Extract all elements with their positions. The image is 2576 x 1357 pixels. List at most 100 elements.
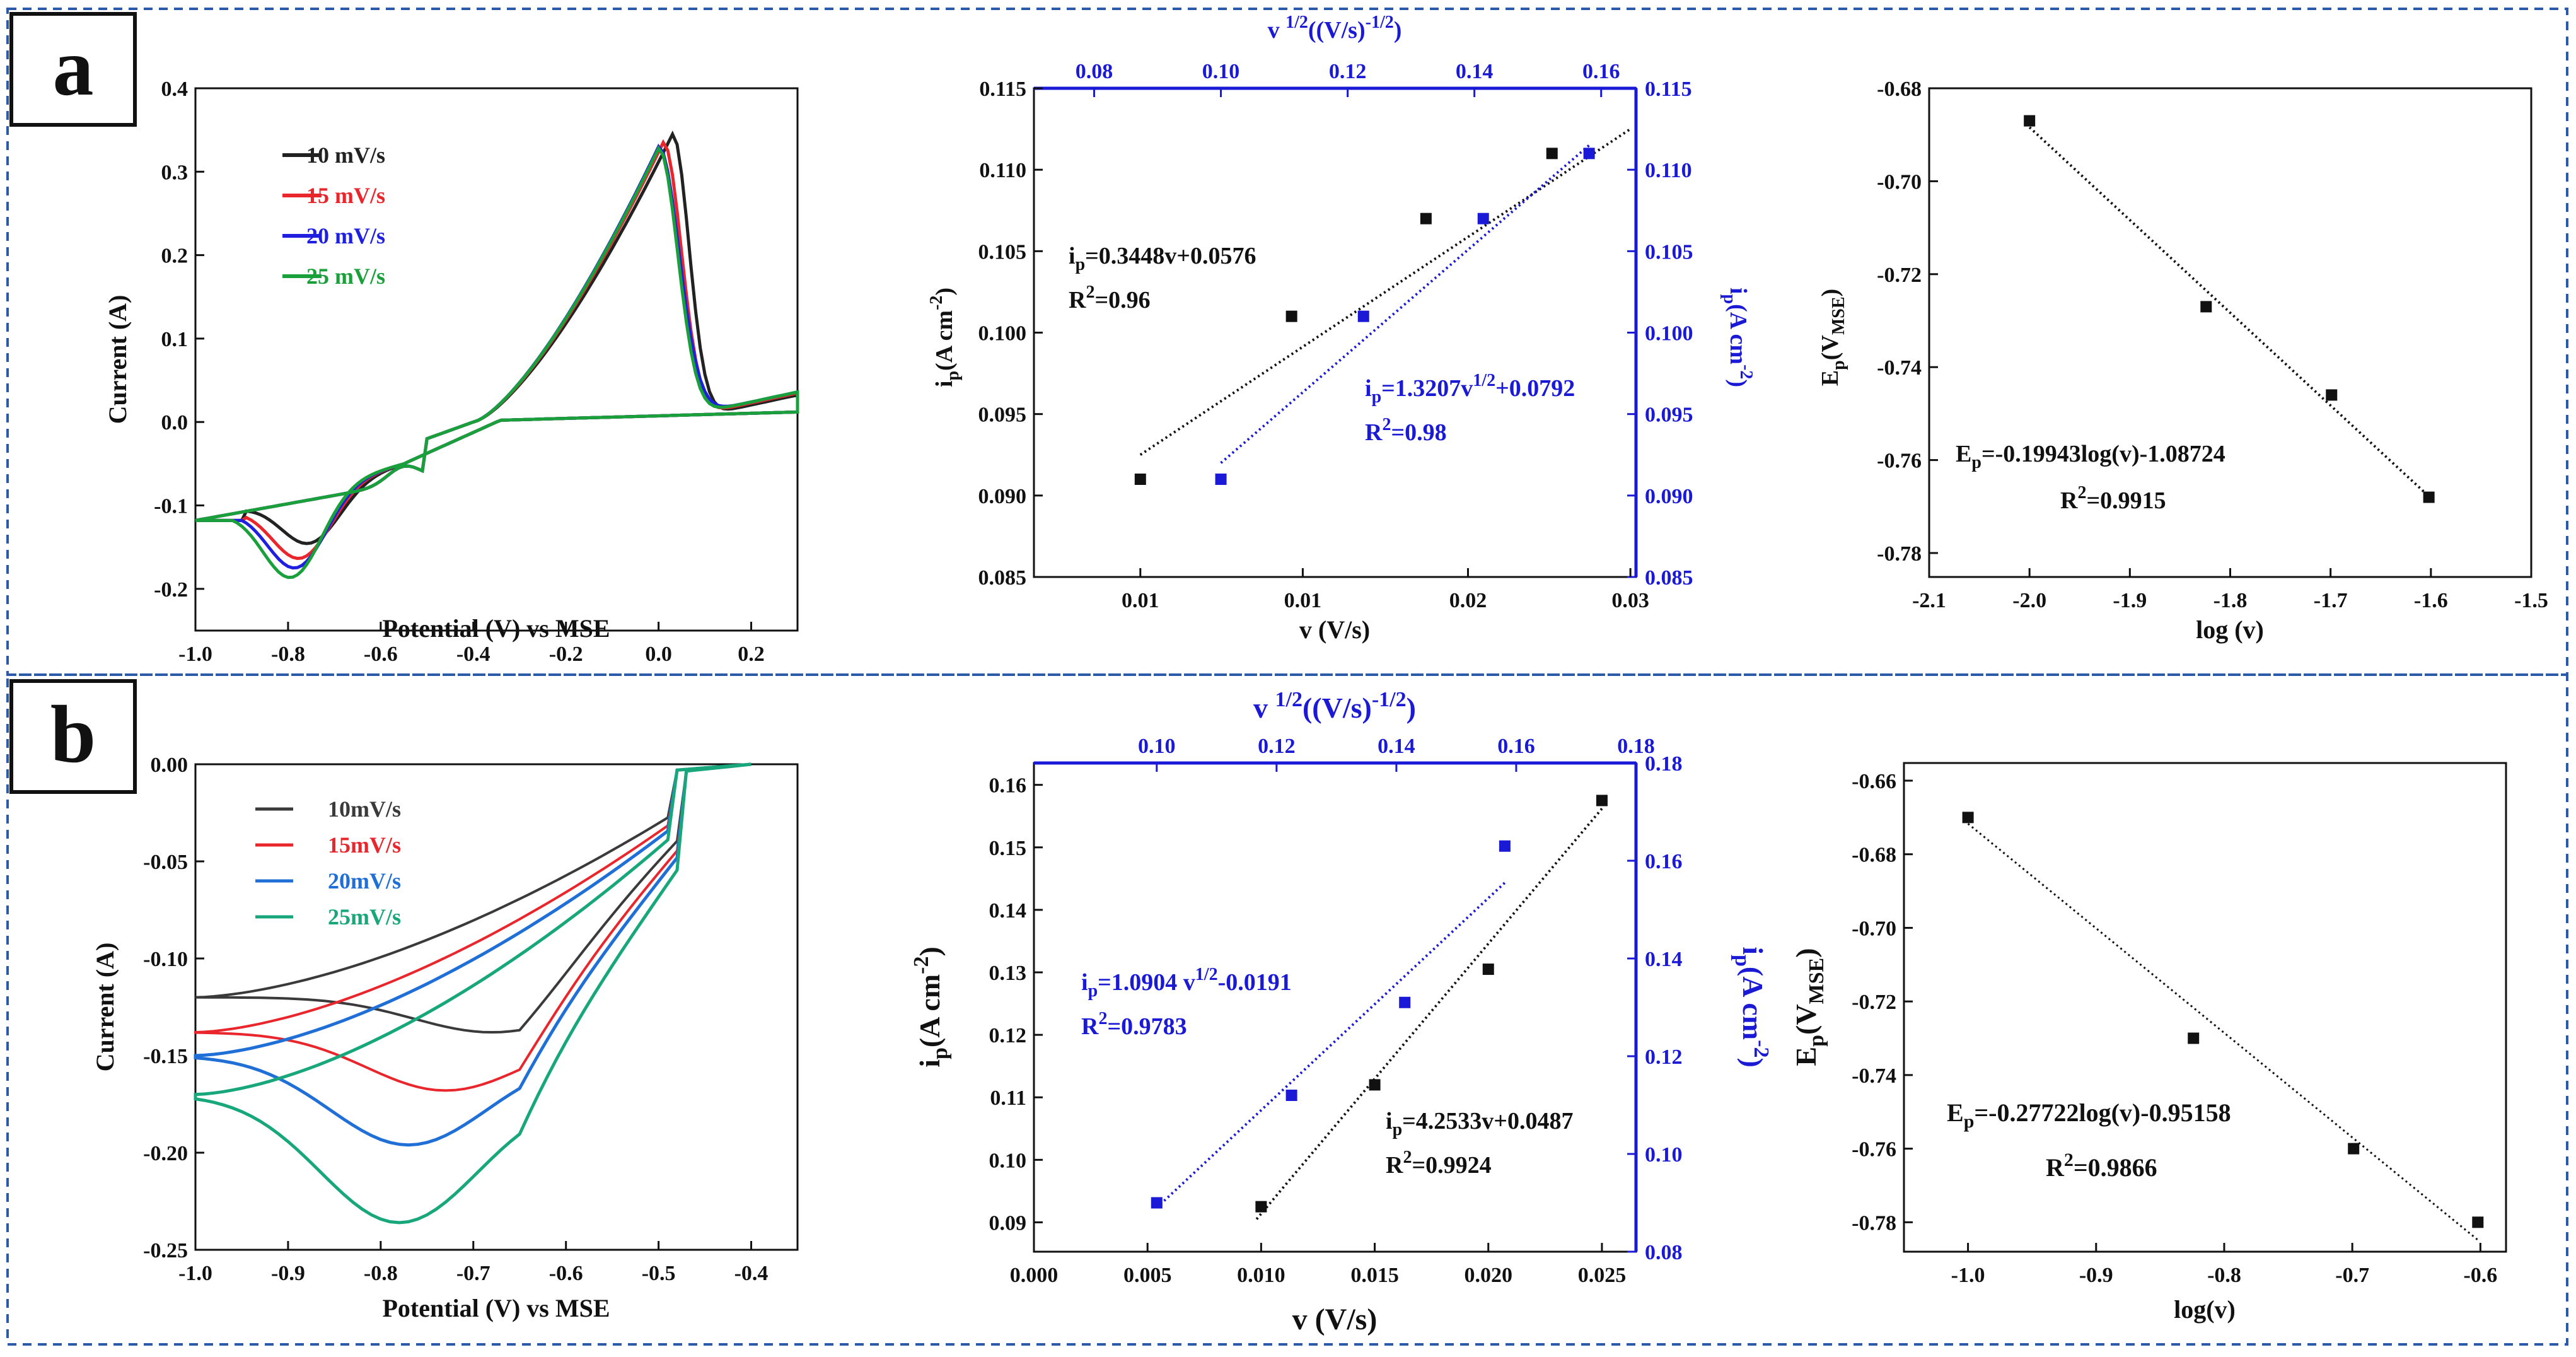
x-tick-label: -0.6	[2463, 1264, 2497, 1287]
data-point	[1477, 213, 1489, 224]
y-axis-title: Current (A)	[91, 943, 119, 1072]
x-tick-label: 0.2	[738, 643, 765, 666]
x-tick-label: 0.005	[1123, 1264, 1172, 1287]
fit-r2-blue: R2=0.9783	[1081, 1009, 1187, 1040]
x-tick-label: 0.01	[1122, 589, 1159, 612]
fit-equation-black: ip=4.2533v+0.0487	[1386, 1108, 1573, 1139]
x-tick-label: 0.000	[1010, 1264, 1059, 1287]
right-y-tick-label: 0.10	[1645, 1143, 1683, 1167]
data-point	[1546, 148, 1558, 160]
y-axis-title: Ep(VMSE)	[1790, 948, 1828, 1066]
chart-b-cv: -1.0 -0.9 -0.8 -0.7 -0.6 -0.5 -0.4 -0.25 -0.20 -0…	[91, 754, 799, 1322]
y-tick-label: -0.2	[154, 578, 188, 602]
right-y-tick-label: 0.100	[1645, 322, 1693, 346]
fit-r2-blue: R2=0.98	[1365, 415, 1447, 446]
data-point	[1583, 148, 1595, 160]
x-tick-label: 0.0	[645, 643, 672, 666]
data-point	[1482, 964, 1494, 976]
legend-label: 15 mV/s	[306, 183, 385, 208]
y-tick-label: 0.12	[989, 1024, 1027, 1047]
series-15mVs	[194, 763, 751, 1092]
top-x-axis-title: v 1/2((V/s)-1/2)	[1268, 13, 1402, 44]
right-y-axis-title: ip(A cm-2)	[1720, 288, 1756, 387]
x-tick-label: -0.6	[549, 1262, 583, 1285]
series-15mVs	[195, 139, 799, 561]
x-tick-label: -0.8	[364, 1262, 398, 1285]
x-axis-title: log(v)	[2174, 1295, 2236, 1324]
x-tick-label: -0.4	[734, 1262, 769, 1285]
x-tick-label: 0.01	[1284, 589, 1322, 612]
legend-label: 10 mV/s	[306, 143, 385, 168]
x-tick-label: 0.010	[1237, 1264, 1285, 1287]
y-tick-label: 0.2	[161, 245, 189, 268]
panel-a-label: a	[53, 22, 94, 113]
legend-label: 20mV/s	[328, 868, 401, 894]
y-axis-title: Current (A)	[103, 295, 132, 424]
y-tick-label: 0.11	[990, 1086, 1026, 1110]
legend-label: 15mV/s	[328, 832, 401, 858]
y-tick-label: 0.15	[989, 837, 1027, 860]
x-tick-label: -0.7	[2335, 1264, 2369, 1287]
panel-b-label-box: b	[9, 679, 137, 794]
y-tick-label: -0.74	[1877, 356, 1922, 380]
data-point	[1357, 310, 1369, 322]
y-tick-label: -0.72	[1877, 264, 1922, 287]
data-point	[2348, 1143, 2360, 1155]
right-y-tick-label: 0.115	[1645, 78, 1692, 101]
fit-equation-blue: ip=1.0904 v1/2-0.0191	[1081, 965, 1292, 1001]
x-tick-label: 0.020	[1465, 1264, 1513, 1287]
data-point	[1499, 840, 1511, 852]
right-y-axis-title: ip(A cm-2)	[1731, 946, 1773, 1068]
data-point	[2423, 491, 2435, 503]
panel-a-label-box: a	[9, 12, 137, 127]
x-tick-label: -1.6	[2414, 589, 2448, 612]
y-axis-title: ip(A cm-2)	[927, 288, 963, 387]
data-point	[1962, 812, 1974, 824]
panel-b-frame	[6, 673, 2568, 1346]
y-tick-label: 0.14	[989, 899, 1027, 923]
data-point	[1399, 996, 1411, 1008]
x-tick-label: -1.8	[2213, 589, 2248, 612]
data-point	[1285, 310, 1297, 322]
x-tick-label: -1.9	[2113, 589, 2147, 612]
legend-label: 10mV/s	[328, 796, 401, 822]
y-tick-label: -0.68	[1877, 78, 1922, 101]
chart-b-ep: -1.0 -0.9 -0.8 -0.7 -0.6 -0.78 -0.76 -0.74 -0.72…	[1790, 762, 2507, 1324]
right-y-tick-label: 0.18	[1645, 752, 1683, 776]
legend-label: 25 mV/s	[306, 264, 385, 289]
y-tick-label: 0.1	[161, 328, 189, 351]
x-tick-label: -0.5	[642, 1262, 676, 1285]
top-x-tick-label: 0.18	[1617, 735, 1655, 758]
x-tick-label: 0.03	[1611, 589, 1649, 612]
right-y-tick-label: 0.12	[1645, 1045, 1683, 1069]
top-x-axis-title: v 1/2((V/s)-1/2)	[1253, 688, 1416, 724]
right-y-tick-label: 0.14	[1645, 948, 1683, 971]
fit-line	[1255, 808, 1603, 1220]
top-x-tick-label: 0.16	[1582, 60, 1620, 83]
series-25mVs	[194, 762, 751, 1225]
y-tick-label: -0.10	[143, 948, 188, 971]
fit-equation: Ep=-0.19943log(v)-1.08724	[1956, 441, 2225, 472]
top-x-tick-label: 0.12	[1329, 60, 1367, 83]
y-tick-label: -0.78	[1852, 1211, 1896, 1235]
top-x-tick-label: 0.12	[1258, 735, 1296, 758]
x-tick-label: -0.9	[2079, 1264, 2113, 1287]
right-y-tick-label: 0.090	[1645, 485, 1693, 508]
y-tick-label: -0.72	[1852, 991, 1896, 1014]
data-point	[2024, 115, 2036, 127]
chart-a-ip: 0.085 0.090 0.095 0.100 0.105 0.110 0.115 0.085…	[927, 13, 1756, 644]
legend-a-cv: 10 mV/s 15 mV/s 20 mV/s 25 mV/s	[282, 143, 385, 289]
chart-a-cv: -1.0 -0.8 -0.6 -0.4 -0.2 0.0 0.2 -0.2 -0.1 0.0 0.1…	[103, 78, 799, 666]
y-tick-label: -0.74	[1852, 1064, 1896, 1088]
legend-b-cv: 10mV/s 15mV/s 20mV/s 25mV/s	[255, 796, 401, 929]
x-tick-label: -1.0	[1951, 1264, 1985, 1287]
x-axis-title: v (V/s)	[1299, 615, 1370, 644]
chart-a-ep: -2.1 -2.0 -1.9 -1.8 -1.7 -1.6 -1.5 -0.78 -0.76 -0…	[1817, 78, 2548, 644]
x-tick-label: -2.1	[1912, 589, 1946, 612]
y-tick-label: 0.13	[989, 962, 1027, 985]
series-25mVs	[195, 145, 799, 579]
x-tick-label: -0.8	[271, 643, 305, 666]
legend-label: 20 mV/s	[306, 223, 385, 248]
fit-equation-black: ip=0.3448v+0.0576	[1069, 243, 1256, 274]
chart-b-ip: 0.000 0.005 0.010 0.015 0.020 0.025 0.09 0.10 0.…	[910, 688, 1773, 1336]
